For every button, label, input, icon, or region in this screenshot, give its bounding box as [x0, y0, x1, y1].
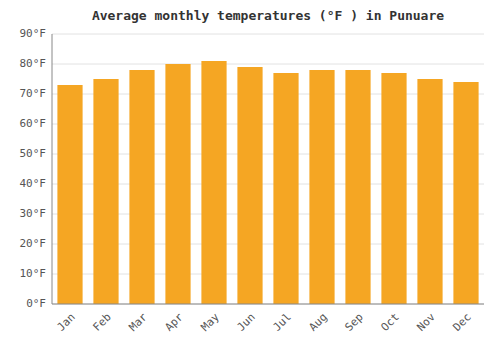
- x-tick-label: Dec: [451, 311, 474, 334]
- x-tick-label: Sep: [343, 311, 366, 334]
- grid-line: [52, 304, 484, 305]
- bar: [417, 79, 442, 304]
- bar: [165, 64, 190, 304]
- grid-line: [52, 34, 484, 35]
- bar: [309, 70, 334, 304]
- x-tick-label: Nov: [415, 310, 439, 334]
- y-tick-label: 30°F: [20, 207, 47, 220]
- bars: [57, 61, 478, 304]
- bar: [237, 67, 262, 304]
- x-tick-label: Jul: [271, 311, 294, 334]
- bar: [345, 70, 370, 304]
- grid-line: [52, 64, 484, 65]
- x-tick-label: Mar: [127, 310, 151, 334]
- x-tick-label: Aug: [307, 311, 330, 334]
- y-tick-label: 70°F: [20, 87, 47, 100]
- y-tick-label: 10°F: [20, 267, 47, 280]
- bar: [381, 73, 406, 304]
- y-tick-label: 50°F: [20, 147, 47, 160]
- bar: [93, 79, 118, 304]
- title: Average monthly temperatures (°F ) in Pu…: [92, 8, 444, 23]
- x-ticks: Jan Feb Mar Apr May Jun Jul Aug Sep Oct Nov Dec: [55, 310, 474, 334]
- x-axis-line: [52, 304, 484, 305]
- x-tick-label: May: [199, 310, 223, 334]
- bar: [201, 61, 226, 304]
- x-tick-label: Feb: [91, 311, 114, 334]
- y-tick-label: 60°F: [20, 117, 47, 130]
- x-tick-label: Jan: [55, 311, 78, 334]
- y-tick-label: 0°F: [26, 297, 46, 310]
- bar: [273, 73, 298, 304]
- y-axis-line: [52, 34, 53, 304]
- y-tick-label: 20°F: [20, 237, 47, 250]
- bar: [129, 70, 154, 304]
- y-tick-label: 90°F: [20, 27, 47, 40]
- x-tick-label: Oct: [379, 311, 402, 334]
- bar: [57, 85, 82, 304]
- y-tick-label: 40°F: [20, 177, 47, 190]
- chart: 0°F 10°F 20°F 30°F 40°F 50°F 60°F 70°F 80°F 90°F J…: [0, 0, 500, 350]
- y-tick-label: 80°F: [20, 57, 47, 70]
- bar: [453, 82, 478, 304]
- y-ticks: 0°F 10°F 20°F 30°F 40°F 50°F 60°F 70°F 80°F 90°F: [20, 27, 47, 310]
- grid: [52, 34, 484, 304]
- x-tick-label: Apr: [163, 310, 187, 334]
- x-tick-label: Jun: [235, 311, 258, 334]
